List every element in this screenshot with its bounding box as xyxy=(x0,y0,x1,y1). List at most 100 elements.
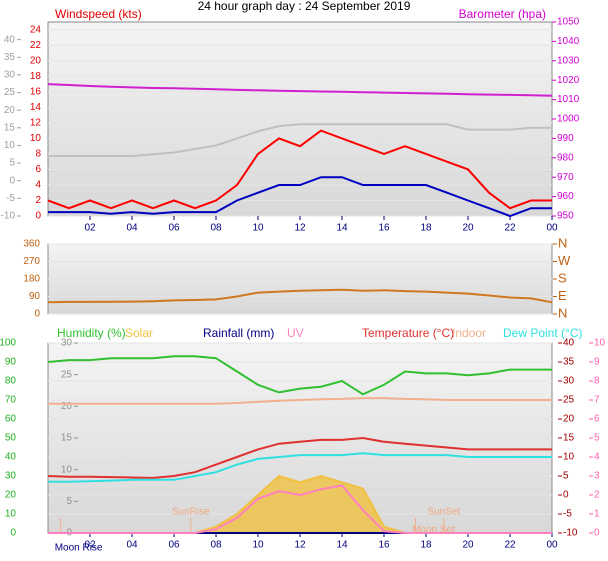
x-tick-label: 16 xyxy=(378,223,390,234)
y3-tick-label: 30 xyxy=(61,338,73,349)
y-tick-label: 18 xyxy=(30,71,42,82)
y2-tick-label: 970 xyxy=(557,172,574,183)
line xyxy=(48,452,552,483)
y2-tick-label: 25 xyxy=(563,395,575,406)
y-axis-label: Windspeed (kts) xyxy=(55,7,142,21)
line xyxy=(48,176,552,218)
y2-tick-label: -5 xyxy=(563,509,572,520)
x-tick-label: 22 xyxy=(504,223,516,234)
x-tick-label: 22 xyxy=(504,540,516,551)
y3-tick-label: 25 xyxy=(4,87,16,98)
y2-tick-label: 950 xyxy=(557,211,574,222)
y-tick-label: 8 xyxy=(35,149,41,160)
y3-tick-label: -5 xyxy=(6,193,15,204)
y3-tick-label: 5 xyxy=(66,496,72,507)
x-tick-label: 04 xyxy=(126,223,138,234)
y-tick-label: 6 xyxy=(35,164,41,175)
y3-tick-label: 0 xyxy=(9,175,15,186)
y-tick-label: 50 xyxy=(5,433,17,444)
chart-title: 24 hour graph day : 24 September 2019 xyxy=(198,0,411,13)
y4-tick-label: 1 xyxy=(594,509,600,520)
y2-tick-label: 35 xyxy=(563,357,575,368)
y3-tick-label: 10 xyxy=(61,464,73,475)
y-tick-label: 180 xyxy=(23,274,40,285)
y3-tick-label: 10 xyxy=(4,140,16,151)
y2-tick-label: 1010 xyxy=(557,94,580,105)
y-tick-label: 14 xyxy=(30,102,42,113)
x-tick-label: 02 xyxy=(84,540,96,551)
line xyxy=(48,123,552,157)
line xyxy=(48,397,552,405)
y2-tick-label: 20 xyxy=(563,414,575,425)
y3-tick-label: 5 xyxy=(9,158,15,169)
y-tick-label: 70 xyxy=(5,395,17,406)
annotation: SunRise xyxy=(172,507,210,518)
line xyxy=(47,288,553,304)
legend-entry: Solar xyxy=(125,326,153,340)
legend-entry: Temperature (°C) xyxy=(362,326,454,340)
x-tick-label: 00 xyxy=(546,223,558,234)
y-tick-label: 270 xyxy=(23,256,40,267)
x-tick-label: 18 xyxy=(420,223,432,234)
y4-tick-label: 9 xyxy=(594,357,600,368)
y2-tick-label: N xyxy=(558,305,567,320)
x-tick-label: 20 xyxy=(462,223,474,234)
x-tick-label: 10 xyxy=(252,223,264,234)
y4-tick-label: 8 xyxy=(594,376,600,387)
x-tick-label: 08 xyxy=(210,540,222,551)
line xyxy=(47,83,553,97)
y3-tick-label: 15 xyxy=(61,433,73,444)
y3-tick-label: 40 xyxy=(4,34,16,45)
y-tick-label: 90 xyxy=(29,291,41,302)
x-tick-label: 04 xyxy=(126,540,138,551)
x-tick-label: 14 xyxy=(336,540,348,551)
x-tick-label: 00 xyxy=(546,540,558,551)
y-tick-label: 0 xyxy=(10,528,16,539)
x-tick-label: 14 xyxy=(336,223,348,234)
line xyxy=(47,355,552,396)
y3-tick-label: 30 xyxy=(4,70,16,81)
annotation: Moon Set xyxy=(412,525,455,536)
y2-tick-label: 0 xyxy=(563,490,569,501)
y-tick-label: 20 xyxy=(30,55,42,66)
y3-tick-label: 35 xyxy=(4,52,16,63)
y4-tick-label: 2 xyxy=(594,490,600,501)
x-tick-label: 06 xyxy=(168,223,180,234)
y-tick-label: 0 xyxy=(34,309,40,320)
legend-entry: UV xyxy=(287,326,304,340)
y3-tick-label: -10 xyxy=(1,211,16,222)
y-tick-label: 360 xyxy=(23,239,40,250)
y-tick-label: 100 xyxy=(0,338,16,349)
line xyxy=(47,436,552,479)
legend-entry: Rainfall (mm) xyxy=(203,326,274,340)
legend-entry: Indoor xyxy=(452,326,486,340)
y-tick-label: 30 xyxy=(5,471,17,482)
y-tick-label: 2 xyxy=(35,195,41,206)
y2-tick-label: 15 xyxy=(563,433,575,444)
annotation: Moon Rise xyxy=(55,543,103,554)
y4-tick-label: 10 xyxy=(594,338,606,349)
annotation: SunSet xyxy=(427,507,460,518)
y2-tick-label: N xyxy=(558,235,567,250)
y-tick-label: 60 xyxy=(5,414,17,425)
y-tick-label: 4 xyxy=(35,180,41,191)
y3-tick-label: 25 xyxy=(61,369,73,380)
plot-background xyxy=(47,21,553,217)
y4-tick-label: 4 xyxy=(594,452,600,463)
line xyxy=(48,484,552,534)
y4-tick-label: 5 xyxy=(594,433,600,444)
y2-tick-label: 40 xyxy=(563,338,575,349)
legend-entry: Humidity (%) xyxy=(57,326,126,340)
y-tick-label: 80 xyxy=(5,376,17,387)
y3-tick-label: 20 xyxy=(61,401,73,412)
x-tick-label: 08 xyxy=(210,223,222,234)
y-tick-label: 90 xyxy=(5,357,17,368)
y2-tick-label: 1000 xyxy=(557,114,580,125)
y2-tick-label: 1040 xyxy=(557,36,580,47)
legend-entry: Dew Point (°C) xyxy=(503,326,582,340)
y4-tick-label: 3 xyxy=(594,471,600,482)
y3-tick-label: 20 xyxy=(4,105,16,116)
y2-tick-label: 960 xyxy=(557,191,574,202)
y2-tick-label: 10 xyxy=(563,452,575,463)
